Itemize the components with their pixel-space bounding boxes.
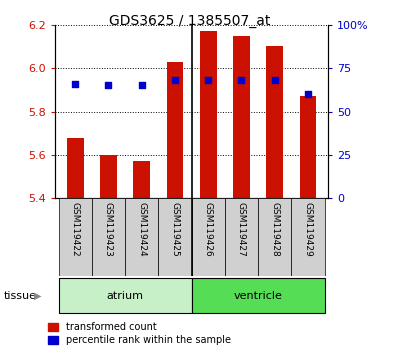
Bar — [134, 161, 150, 198]
Text: GSM119426: GSM119426 — [204, 202, 213, 257]
Bar — [299, 96, 316, 198]
Point — [305, 91, 311, 97]
Text: ▶: ▶ — [34, 291, 41, 301]
Bar — [233, 36, 250, 198]
Text: GSM119424: GSM119424 — [137, 202, 146, 257]
Bar — [158, 198, 192, 276]
Text: GSM119423: GSM119423 — [104, 202, 113, 257]
Text: ventricle: ventricle — [233, 291, 282, 301]
Bar — [266, 46, 283, 198]
Bar — [100, 155, 117, 198]
Point — [205, 78, 211, 83]
Bar — [167, 62, 183, 198]
Bar — [258, 198, 291, 276]
Point — [238, 78, 245, 83]
Bar — [192, 278, 325, 313]
Point — [72, 81, 78, 87]
Text: GSM119428: GSM119428 — [270, 202, 279, 257]
Bar — [125, 198, 158, 276]
Point — [271, 78, 278, 83]
Bar — [192, 198, 225, 276]
Text: GSM119425: GSM119425 — [171, 202, 179, 257]
Point — [105, 83, 112, 88]
Bar — [200, 31, 216, 198]
Text: GSM119429: GSM119429 — [303, 202, 312, 257]
Bar — [58, 278, 192, 313]
Bar — [67, 138, 84, 198]
Bar — [291, 198, 325, 276]
Legend: transformed count, percentile rank within the sample: transformed count, percentile rank withi… — [44, 319, 235, 349]
Bar — [225, 198, 258, 276]
Text: GSM119427: GSM119427 — [237, 202, 246, 257]
Bar — [92, 198, 125, 276]
Text: GDS3625 / 1385507_at: GDS3625 / 1385507_at — [109, 14, 270, 28]
Text: atrium: atrium — [107, 291, 144, 301]
Point — [139, 83, 145, 88]
Text: tissue: tissue — [4, 291, 37, 301]
Point — [172, 78, 178, 83]
Bar — [58, 198, 92, 276]
Text: GSM119422: GSM119422 — [71, 202, 80, 257]
